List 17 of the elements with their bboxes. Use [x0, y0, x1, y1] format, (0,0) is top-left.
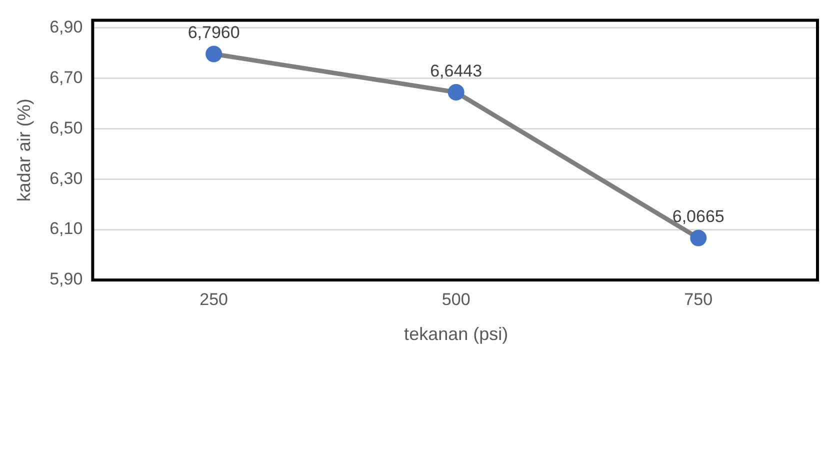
y-tick-label: 6,70 [50, 68, 83, 87]
point [690, 230, 707, 246]
data-label: 6,6443 [430, 61, 482, 80]
data-label: 6,0665 [672, 207, 724, 226]
y-tick-label: 6,10 [50, 219, 83, 238]
x-axis-title: tekanan (psi) [404, 324, 508, 344]
y-tick-label: 6,90 [50, 17, 83, 36]
y-tick-label: 5,90 [50, 270, 83, 289]
x-tick-label: 250 [200, 290, 228, 309]
x-tick-label: 500 [442, 290, 470, 309]
data-label: 6,7960 [188, 23, 240, 42]
point [448, 84, 464, 101]
y-tick-label: 6,30 [50, 168, 83, 188]
point [206, 46, 222, 62]
y-tick-label: 6,50 [50, 118, 83, 138]
y-axis-title: kadar air (%) [14, 98, 34, 202]
x-tick-label: 750 [684, 290, 713, 309]
